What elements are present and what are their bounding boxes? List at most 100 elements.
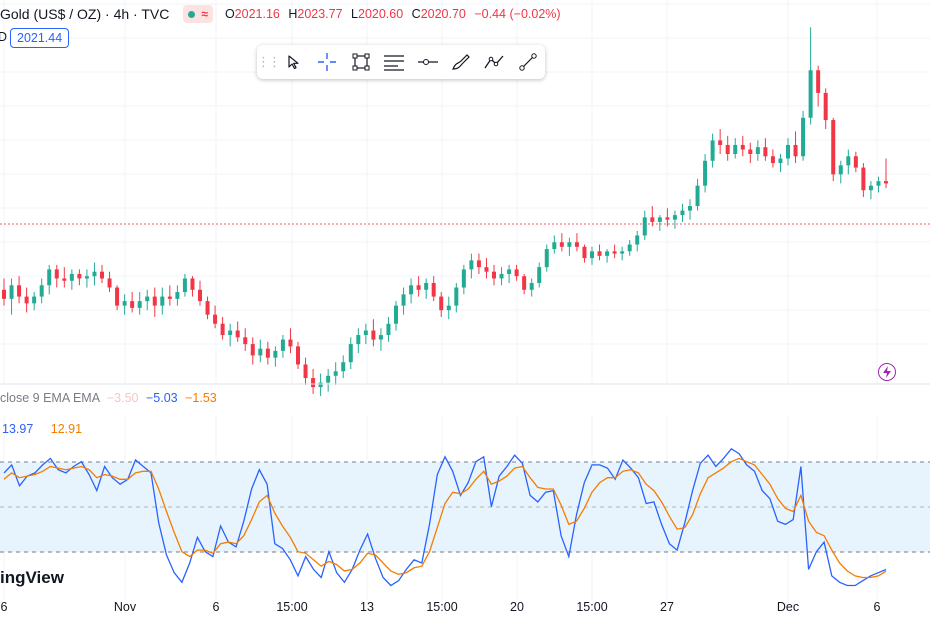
candle-body xyxy=(363,330,368,336)
path-icon[interactable] xyxy=(478,45,512,79)
candle-body xyxy=(816,70,821,93)
candle-body xyxy=(770,156,775,164)
x-tick-label: 6 xyxy=(0,600,8,614)
candle-body xyxy=(748,149,753,154)
fib-levels-icon[interactable] xyxy=(378,45,412,79)
candle-body xyxy=(484,267,489,272)
candle-body xyxy=(786,144,790,159)
lightning-icon[interactable] xyxy=(878,363,896,381)
crosshair-icon[interactable] xyxy=(311,45,345,79)
candle-body xyxy=(710,140,715,161)
candle-body xyxy=(235,330,240,338)
tilde-icon: ≈ xyxy=(201,7,208,21)
x-tick-label: 6 xyxy=(212,600,220,614)
candle-body xyxy=(69,273,74,281)
rectangle-icon[interactable] xyxy=(344,45,378,79)
candle-body xyxy=(39,285,44,297)
candle-body xyxy=(476,260,481,268)
candle-body xyxy=(258,348,263,356)
candle-body xyxy=(755,147,760,154)
candle-body xyxy=(160,296,165,306)
candle-body xyxy=(341,362,346,372)
time-axis: 6 Nov 6 15:00 13 15:00 20 15:00 27 Dec 6 xyxy=(0,600,930,614)
candle-body xyxy=(77,273,82,279)
candle-body xyxy=(597,251,602,256)
candle-body xyxy=(642,217,647,236)
candle-body xyxy=(318,382,323,388)
candle-body xyxy=(853,156,858,168)
candle-body xyxy=(228,330,233,336)
x-tick-label: 15:00 xyxy=(426,600,458,614)
candle-body xyxy=(220,323,225,336)
candle-body xyxy=(688,206,692,211)
candle-body xyxy=(424,283,429,290)
candle-body xyxy=(650,217,655,222)
candle-body xyxy=(499,273,504,279)
x-tick-label: 6 xyxy=(873,600,881,614)
candle-body xyxy=(627,244,632,252)
candle-body xyxy=(733,144,738,154)
market-status-badge[interactable]: ≈ xyxy=(183,5,213,23)
candle-body xyxy=(567,242,572,247)
drag-handle-icon[interactable]: ⋮⋮ xyxy=(257,54,281,69)
candle-body xyxy=(884,181,888,184)
price-chart[interactable] xyxy=(0,0,930,600)
trend-line-icon[interactable] xyxy=(512,45,546,79)
candle-body xyxy=(378,335,383,340)
candle-body xyxy=(507,269,512,274)
brush-icon[interactable] xyxy=(445,45,479,79)
candle-body xyxy=(612,251,617,254)
low-label: L xyxy=(351,7,358,21)
candle-body xyxy=(559,242,564,247)
candle-body xyxy=(718,140,723,145)
horizontal-ray-icon[interactable] xyxy=(411,45,445,79)
price-change: −0.44 (−0.02%) xyxy=(474,7,561,21)
candle-body xyxy=(522,276,527,290)
candle-body xyxy=(303,364,308,379)
indicator-current-values: 13.97 12.91 xyxy=(2,422,82,436)
brand-watermark: ingView xyxy=(0,568,64,587)
candle-body xyxy=(876,181,881,186)
cursor-arrow-icon[interactable] xyxy=(277,45,311,79)
indicator-value-3: −1.53 xyxy=(185,391,217,405)
low-value: 2020.60 xyxy=(358,7,404,21)
candle-body xyxy=(492,271,496,279)
candle-body xyxy=(537,267,542,283)
candle-body xyxy=(130,301,135,308)
candle-body xyxy=(152,296,157,306)
candle-body xyxy=(574,242,579,247)
candle-body xyxy=(868,185,873,191)
oscillator-d-line xyxy=(3,457,887,579)
candle-body xyxy=(243,337,248,345)
candle-body xyxy=(356,335,361,345)
candle-body xyxy=(416,285,421,290)
candle-body xyxy=(801,117,806,157)
candle-body xyxy=(778,158,783,164)
candle-body xyxy=(831,120,836,175)
candle-body xyxy=(17,285,22,297)
indicator-label[interactable]: close 9 EMA EMA xyxy=(0,391,100,405)
d-current-value: 12.91 xyxy=(50,422,83,436)
candle-body xyxy=(47,269,52,286)
symbol-title[interactable]: Gold (US$ / OZ) · 4h · TVC xyxy=(0,6,170,22)
candle-body xyxy=(431,283,436,297)
candle-body xyxy=(371,330,376,340)
high-value: 2023.77 xyxy=(297,7,343,21)
last-price-tag[interactable]: 2021.44 xyxy=(10,28,70,48)
candle-body xyxy=(326,375,331,383)
candle-body xyxy=(461,269,466,288)
open-label: O xyxy=(224,7,235,21)
candle-body xyxy=(846,156,851,166)
x-tick-label: 20 xyxy=(510,600,524,614)
candle-body xyxy=(273,350,278,358)
candle-body xyxy=(333,371,338,376)
high-label: H xyxy=(288,7,298,21)
candle-body xyxy=(544,249,549,268)
candle-body xyxy=(288,339,293,347)
candle-body xyxy=(190,278,195,290)
indicator-legend: close 9 EMA EMA −3.50 −5.03 −1.53 xyxy=(0,391,217,405)
candle-body xyxy=(100,271,104,279)
candle-body xyxy=(454,287,459,306)
candle-body xyxy=(620,251,625,254)
candle-body xyxy=(409,285,414,295)
